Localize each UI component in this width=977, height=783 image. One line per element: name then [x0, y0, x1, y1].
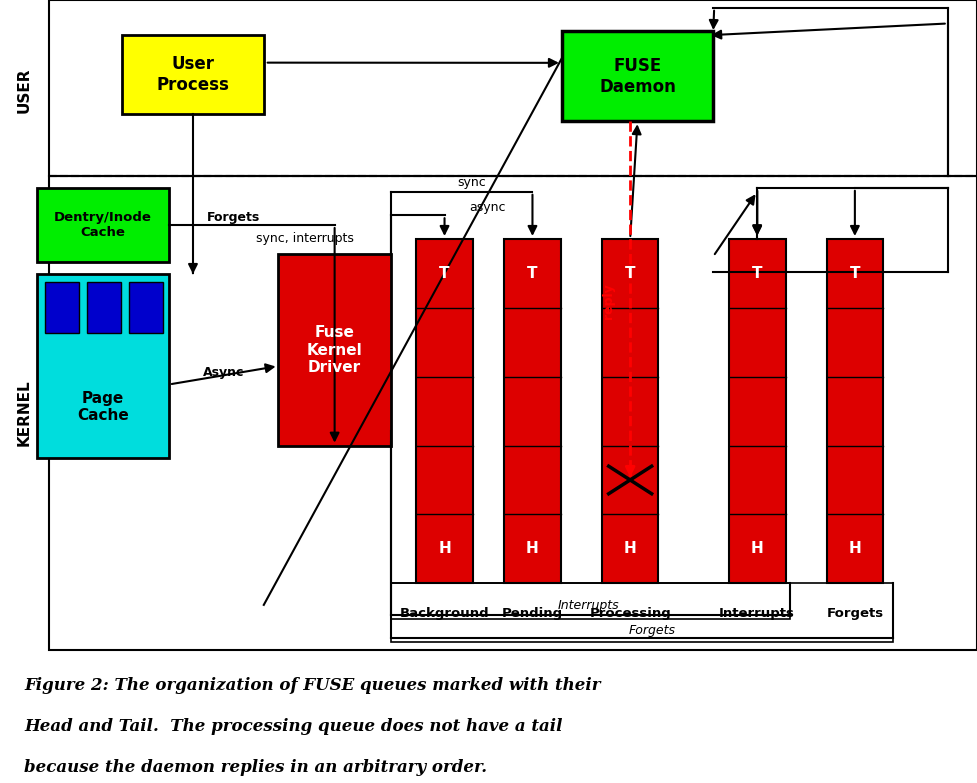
Text: Head and Tail.  The processing queue does not have a tail: Head and Tail. The processing queue does…: [24, 718, 563, 735]
Text: Fuse
Kernel
Driver: Fuse Kernel Driver: [307, 326, 362, 375]
Bar: [129, 282, 163, 333]
Text: Dentry/Inode
Cache: Dentry/Inode Cache: [54, 211, 152, 239]
Text: sync: sync: [457, 176, 486, 189]
Text: H: H: [750, 541, 764, 557]
Text: T: T: [752, 265, 762, 281]
Bar: [37, 188, 169, 262]
Text: T: T: [440, 265, 449, 281]
Bar: [391, 583, 790, 619]
Text: async: async: [469, 201, 505, 214]
Bar: [416, 239, 473, 583]
Text: H: H: [438, 541, 451, 557]
Text: H: H: [848, 541, 862, 557]
Text: Forgets: Forgets: [207, 211, 260, 224]
Bar: [278, 254, 391, 446]
Bar: [87, 282, 121, 333]
Text: Forgets: Forgets: [628, 624, 676, 637]
Text: User
Process: User Process: [156, 55, 230, 94]
Text: Interrupts: Interrupts: [558, 599, 619, 612]
Text: Figure 2: The organization of FUSE queues marked with their: Figure 2: The organization of FUSE queue…: [24, 677, 601, 695]
Text: sync, interrupts: sync, interrupts: [257, 233, 355, 245]
Text: T: T: [850, 265, 860, 281]
Text: Forgets: Forgets: [827, 607, 883, 620]
Text: Processing: Processing: [589, 607, 671, 620]
Bar: [391, 583, 893, 642]
Text: Page
Cache: Page Cache: [77, 391, 129, 424]
Text: T: T: [528, 265, 537, 281]
Bar: [45, 282, 79, 333]
Text: Pending: Pending: [502, 607, 563, 620]
Text: Background: Background: [400, 607, 489, 620]
Bar: [729, 239, 786, 583]
Text: reply: reply: [602, 283, 616, 319]
Text: FUSE
Daemon: FUSE Daemon: [599, 57, 676, 96]
Bar: [827, 239, 883, 583]
Bar: [49, 176, 977, 650]
Text: Async: Async: [203, 366, 244, 379]
Bar: [602, 239, 658, 583]
Text: T: T: [625, 265, 635, 281]
Bar: [122, 35, 264, 114]
Text: H: H: [623, 541, 637, 557]
Text: USER: USER: [17, 67, 32, 113]
Text: KERNEL: KERNEL: [17, 380, 32, 446]
Bar: [37, 274, 169, 458]
Text: Interrupts: Interrupts: [719, 607, 795, 620]
Bar: [504, 239, 561, 583]
Bar: [562, 31, 713, 121]
Text: because the daemon replies in an arbitrary order.: because the daemon replies in an arbitra…: [24, 759, 488, 776]
Bar: [49, 0, 977, 176]
Text: H: H: [526, 541, 539, 557]
